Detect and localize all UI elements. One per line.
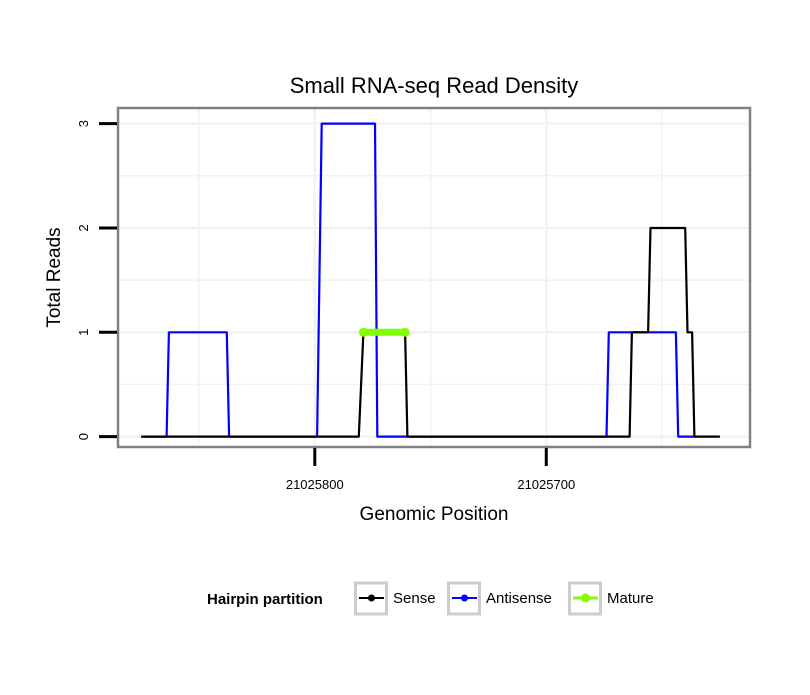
y-tick-label-3: 3 [76,120,91,127]
x-axis-label: Genomic Position [360,504,509,525]
x-tick-label-0: 21025800 [286,477,344,492]
mature-point-1 [400,327,410,337]
mature-point-0 [358,327,368,337]
legend-point-sense [368,594,375,602]
y-tick-label-0: 0 [76,433,91,440]
legend-point-mature [581,593,590,603]
panel-border [116,106,752,449]
y-tick-label-1: 1 [76,329,91,336]
y-axis-label: Total Reads [44,227,65,327]
series-line-antisense [141,122,697,438]
chart-title: Small RNA-seq Read Density [290,73,579,98]
legend-label-mature: Mature [607,590,654,607]
legend-point-antisense [461,594,468,602]
plot-panel [118,108,750,447]
y-tick-label-2: 2 [76,224,91,231]
legend-label-sense: Sense [393,590,436,607]
legend-title: Hairpin partition [207,591,323,608]
x-tick-label-1: 21025700 [517,477,575,492]
legend-label-antisense: Antisense [486,590,552,607]
